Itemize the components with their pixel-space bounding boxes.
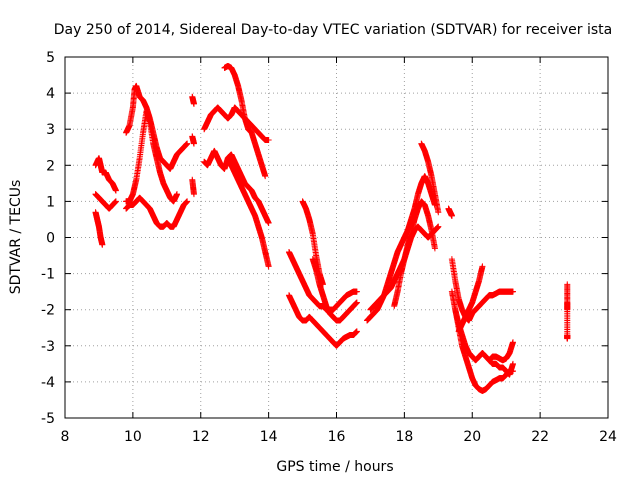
data-point bbox=[265, 220, 272, 227]
x-axis-title: GPS time / hours bbox=[276, 459, 393, 475]
y-tick-label: -4 bbox=[41, 375, 55, 391]
x-tick-label: 22 bbox=[531, 429, 549, 445]
series-trace-g bbox=[189, 93, 197, 107]
series-trace-a bbox=[92, 155, 119, 194]
data-point bbox=[190, 140, 197, 147]
data-point bbox=[112, 198, 119, 205]
series-trace-k bbox=[221, 63, 269, 180]
y-tick-label: 2 bbox=[46, 158, 55, 174]
series-trace-e bbox=[123, 108, 180, 205]
data-point bbox=[184, 198, 191, 205]
series-trace-m bbox=[224, 155, 272, 270]
x-tick-label: 20 bbox=[463, 429, 481, 445]
chart-title: Day 250 of 2014, Sidereal Day-to-day VTE… bbox=[54, 22, 612, 38]
y-tick-label: 5 bbox=[46, 50, 55, 66]
y-tick-label: -1 bbox=[41, 267, 55, 283]
series-trace-h bbox=[189, 133, 197, 147]
y-tick-label: -5 bbox=[41, 411, 55, 427]
y-tick-label: -2 bbox=[41, 303, 55, 319]
series-trace-i bbox=[189, 176, 197, 198]
series-trace-l bbox=[201, 147, 272, 227]
data-point bbox=[190, 191, 197, 198]
data-point bbox=[184, 140, 191, 147]
x-tick-label: 14 bbox=[260, 429, 278, 445]
x-tick-label: 8 bbox=[61, 429, 70, 445]
data-point bbox=[262, 173, 269, 180]
x-tick-label: 12 bbox=[192, 429, 210, 445]
series-trace-f bbox=[123, 194, 191, 230]
series-trace-b bbox=[92, 191, 119, 212]
y-tick-label: -3 bbox=[41, 339, 55, 355]
data-points bbox=[92, 63, 571, 394]
data-point bbox=[112, 187, 119, 194]
y-tick-label: 3 bbox=[46, 122, 55, 138]
series-trace-c bbox=[92, 209, 106, 248]
data-point bbox=[99, 241, 106, 248]
x-tick-label: 10 bbox=[124, 429, 142, 445]
y-tick-label: 4 bbox=[46, 86, 55, 102]
x-tick-label: 16 bbox=[328, 429, 346, 445]
x-tick-label: 24 bbox=[599, 429, 617, 445]
data-point bbox=[190, 100, 197, 107]
data-point bbox=[265, 137, 272, 144]
data-point bbox=[265, 263, 272, 270]
y-tick-label: 1 bbox=[46, 194, 55, 210]
data-point bbox=[173, 191, 180, 198]
y-tick-label: 0 bbox=[46, 231, 55, 247]
y-axis-title: SDTVAR / TECUs bbox=[8, 180, 24, 295]
x-tick-label: 18 bbox=[395, 429, 413, 445]
series-trace-j bbox=[201, 104, 272, 144]
